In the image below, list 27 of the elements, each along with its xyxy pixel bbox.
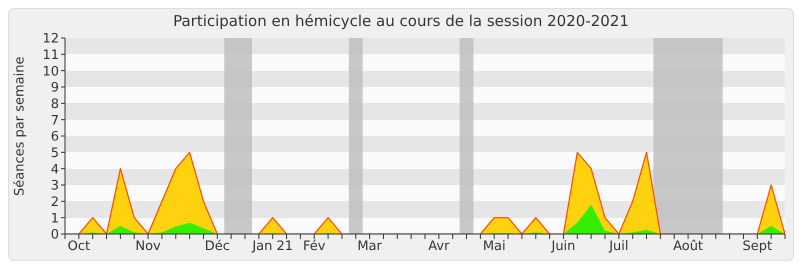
x-tick-label: Mai (482, 239, 506, 254)
x-tick-label: Fév (302, 239, 326, 254)
y-tick-label: 6 (50, 130, 59, 145)
x-tick-label: Déc (204, 239, 230, 254)
y-tick-label: 2 (50, 194, 59, 210)
x-tick-label: Oct (68, 239, 90, 254)
y-tick-label: 3 (50, 178, 59, 194)
y-tick-label: 7 (50, 113, 59, 128)
x-tick-label: Avr (428, 239, 450, 254)
x-tick-label: Juil (608, 239, 628, 254)
x-tick-label: Août (673, 239, 704, 254)
y-tick-label: 11 (42, 48, 59, 63)
y-tick-label: 12 (42, 32, 59, 47)
x-tick-label: Jan 21 (251, 239, 294, 254)
x-tick-label: Nov (135, 239, 162, 254)
y-tick-label: 0 (50, 228, 59, 243)
x-tick-label: Juin (550, 239, 576, 254)
y-tick-label: 5 (50, 146, 59, 161)
x-tick-label: Sept (742, 239, 772, 254)
y-tick-label: 9 (50, 80, 59, 96)
y-tick-label: 1 (50, 211, 59, 226)
y-axis-title: Séances par semaine (12, 56, 28, 196)
chart-title: Participation en hémicycle au cours de la session 2020-2021 (172, 11, 630, 32)
x-tick-label: Mar (357, 239, 383, 254)
y-tick-label: 8 (50, 96, 59, 112)
y-tick-label: 10 (42, 64, 59, 80)
y-tick-label: 4 (50, 162, 59, 178)
